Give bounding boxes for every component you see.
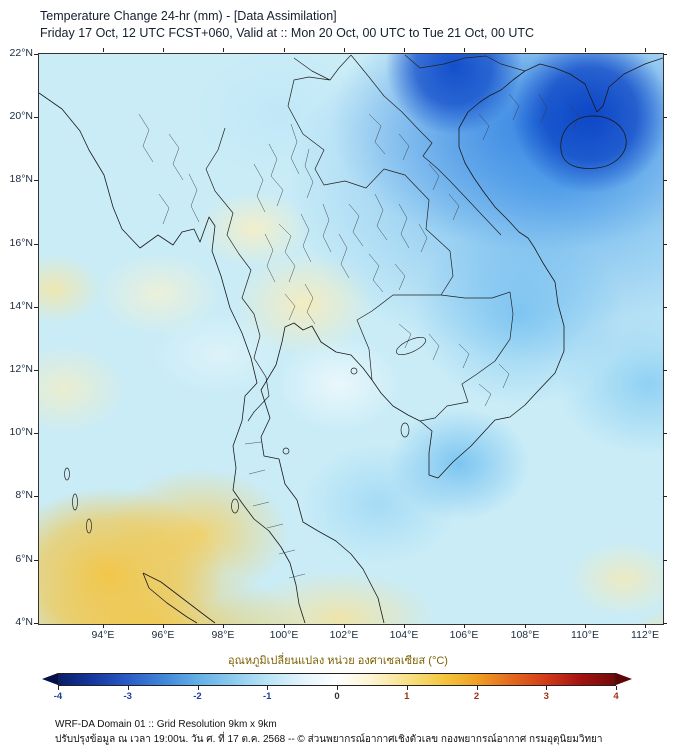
colorbar-tick-label: 1 [404, 691, 410, 702]
x-tick-mark [645, 48, 646, 52]
colorbar-tick-label: 3 [543, 691, 549, 702]
x-tick-label: 106°E [449, 629, 479, 641]
x-tick-label: 108°E [510, 629, 540, 641]
y-tick-label: 10°N [9, 426, 33, 438]
colorbar-tick-label: -3 [123, 691, 132, 702]
x-tick-mark [344, 48, 345, 52]
koh-chang-island [350, 367, 358, 375]
x-tick-mark [284, 48, 285, 52]
x-tick-mark [163, 48, 164, 52]
colorbar-right-arrow [616, 673, 632, 685]
colorbar-tick-label: 2 [473, 691, 480, 702]
x-tick-mark [525, 48, 526, 52]
footer: WRF-DA Domain 01 :: Grid Resolution 9km … [55, 717, 676, 747]
sumatra-coast [142, 572, 216, 624]
colorbar-tick-mark [127, 686, 129, 690]
y-tick-label: 12°N [9, 363, 33, 375]
phuket-island [231, 498, 239, 514]
y-tick-label: 4°N [15, 616, 33, 628]
y-tick-label: 6°N [15, 553, 33, 565]
colorbar: -4 -3 -2 -1 0 1 2 3 4 [42, 673, 632, 705]
colorbar-tick-mark [337, 686, 338, 690]
nicobar-island [72, 493, 78, 511]
y-tick-label: 22°N [9, 47, 33, 59]
y-tick-label: 16°N [9, 237, 33, 249]
colorbar-tick-mark [406, 686, 408, 690]
x-tick-label: 98°E [211, 629, 235, 641]
hainan-island [560, 115, 627, 169]
colorbar-tick-label: 0 [334, 691, 340, 702]
x-tick-label: 102°E [329, 629, 359, 641]
country-borders [205, 54, 526, 422]
x-tick-label: 112°E [631, 629, 659, 641]
colorbar-tick-mark [58, 686, 59, 690]
colorbar-tick-mark [546, 686, 548, 690]
lakes-islands [64, 336, 427, 534]
x-tick-label: 104°E [389, 629, 419, 641]
phu-quoc-island [400, 422, 410, 438]
x-tick-mark [585, 48, 586, 52]
x-tick-label: 100°E [269, 629, 299, 641]
temperature-field [39, 54, 663, 624]
footer-update-info: ปรับปรุงข้อมูล ณ เวลา 19:00น. วัน ศ. ที่… [55, 734, 603, 745]
colorbar-tick-label: -2 [193, 691, 202, 702]
page-title: Temperature Change 24-hr (mm) - [Data As… [40, 9, 337, 23]
x-tick-label: 94°E [91, 629, 115, 641]
colorbar-tick-label: -4 [53, 691, 63, 702]
map-panel: 22°N 20°N 18°N 16°N 14°N 12°N 10°N 8°N 6°N 4°N 94… [0, 47, 676, 645]
y-tick-label: 8°N [15, 489, 33, 501]
x-tick-mark [103, 48, 104, 52]
colorbar-ticks: -4 -3 -2 -1 0 1 2 3 4 [42, 673, 632, 705]
map-plot [38, 53, 664, 625]
y-tick-label: 14°N [9, 300, 33, 312]
x-tick-mark [223, 48, 224, 52]
colorbar-label: อุณหภูมิเปลี่ยนแปลง หน่วย องศาเซลเซียส (… [228, 655, 448, 667]
header: Temperature Change 24-hr (mm) - [Data As… [0, 0, 676, 42]
coastlines [39, 57, 663, 624]
x-tick-label: 96°E [151, 629, 175, 641]
samui-island [282, 447, 290, 455]
colorbar-tick-mark [616, 686, 617, 690]
y-tick-label: 20°N [9, 110, 33, 122]
colorbar-left-arrow [42, 673, 58, 685]
colorbar-tick-label: -1 [263, 691, 272, 702]
province-borders [138, 93, 580, 579]
footer-model-info: WRF-DA Domain 01 :: Grid Resolution 9km … [55, 719, 277, 730]
tonle-sap-lake [395, 336, 427, 356]
colorbar-area: อุณหภูมิเปลี่ยนแปลง หน่วย องศาเซลเซียส (… [0, 651, 676, 705]
colorbar-tick-mark [197, 686, 199, 690]
coastline-borders-svg [39, 54, 663, 624]
colorbar-gradient [58, 673, 616, 686]
x-tick-mark [464, 48, 465, 52]
colorbar-tick-label: 4 [613, 691, 619, 702]
andaman-island [64, 467, 70, 481]
colorbar-tick-mark [476, 686, 478, 690]
y-tick-label: 18°N [9, 173, 33, 185]
nicobar-island-2 [86, 518, 92, 534]
x-tick-label: 110°E [571, 629, 599, 641]
x-tick-mark [404, 48, 405, 52]
page-subtitle: Friday 17 Oct, 12 UTC FCST+060, Valid at… [40, 26, 535, 40]
colorbar-tick-mark [267, 686, 269, 690]
